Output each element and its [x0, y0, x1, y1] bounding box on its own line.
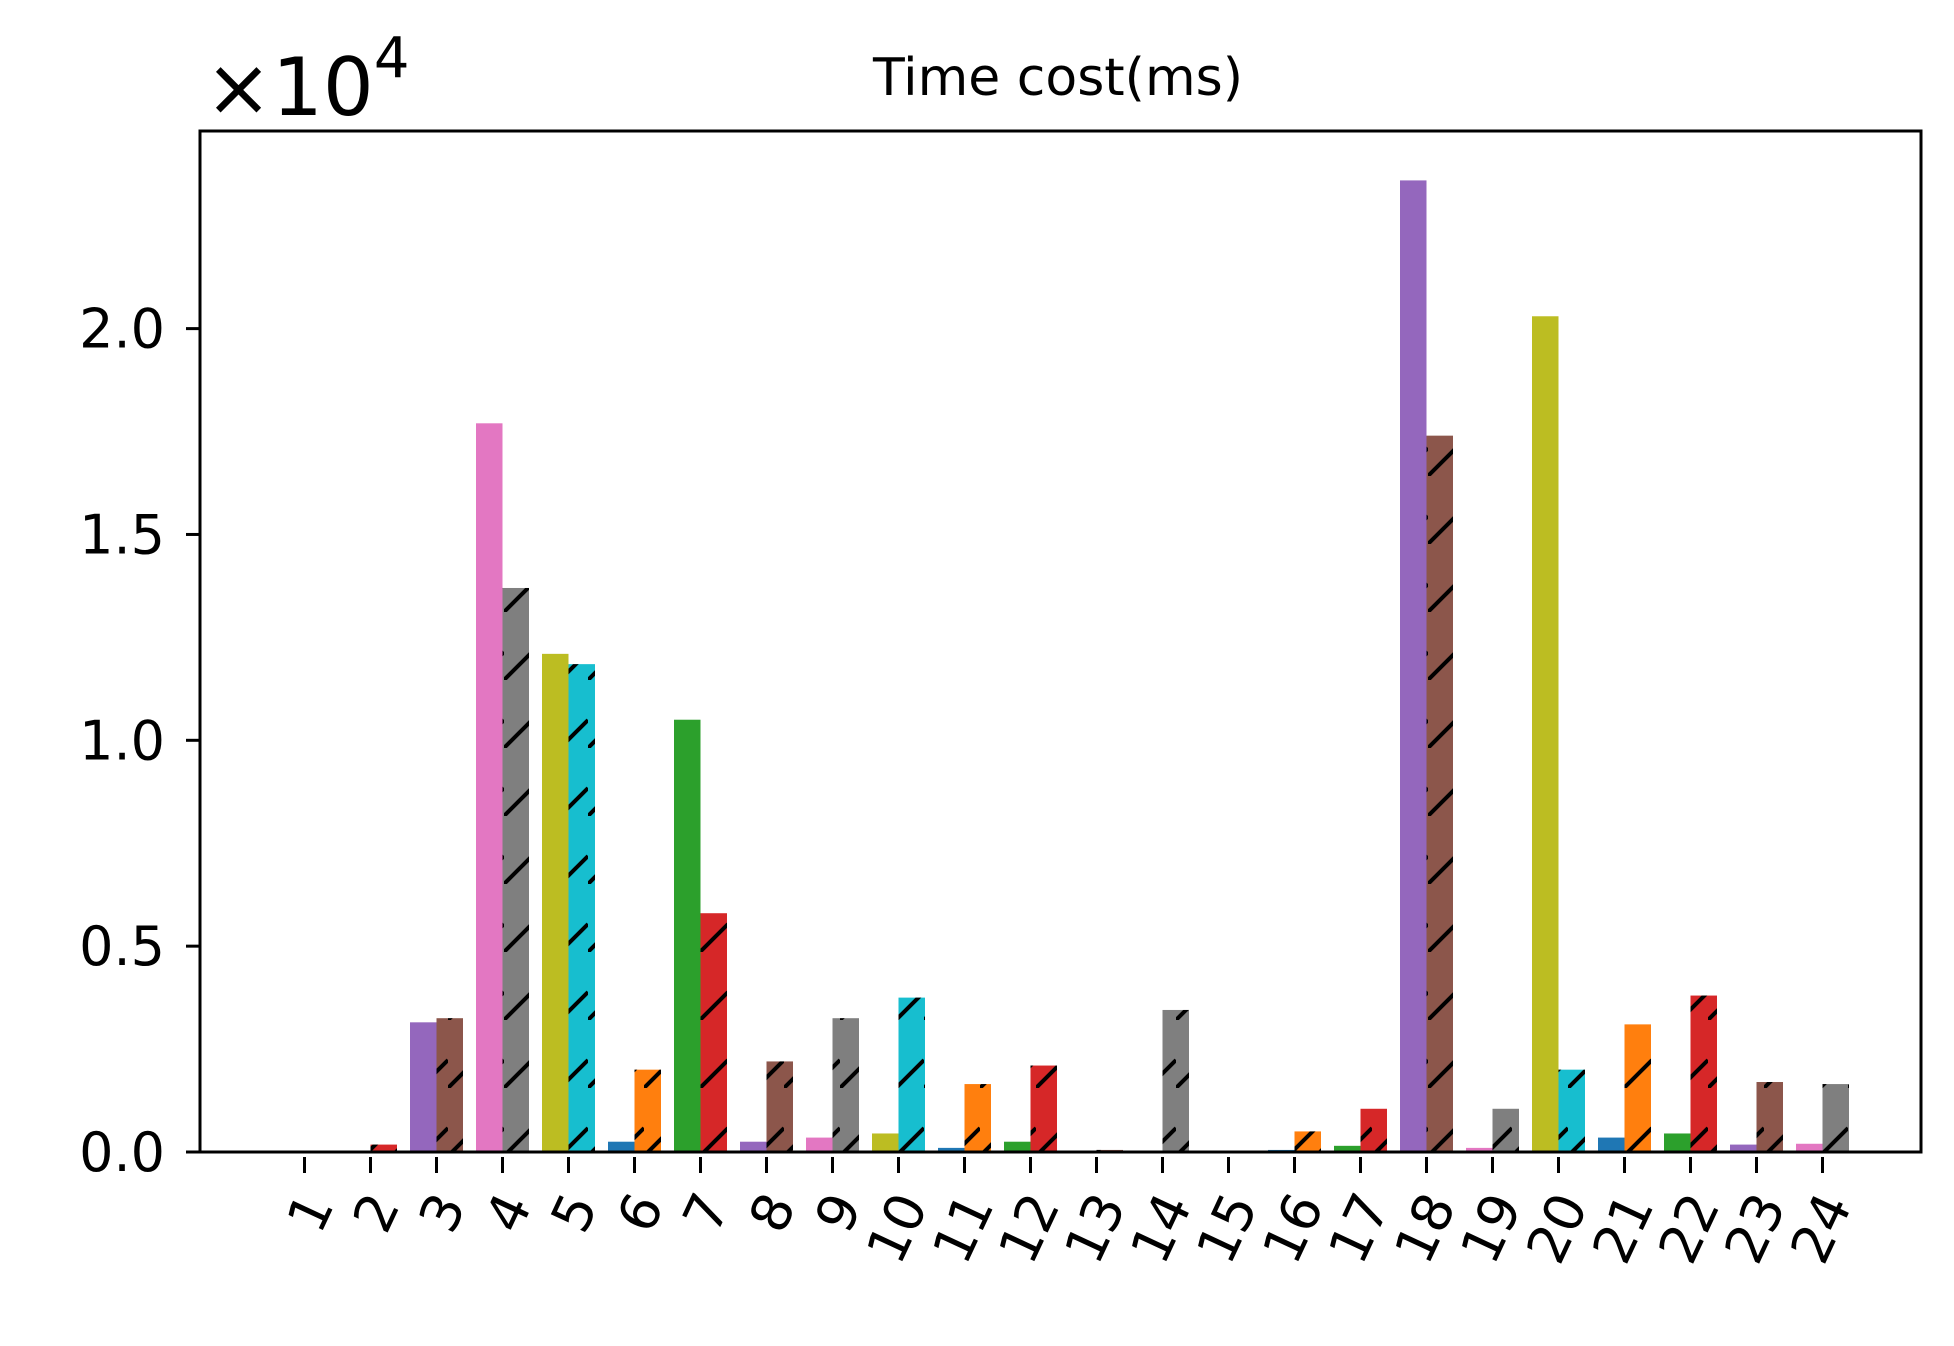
bar-hatch-24	[1822, 1084, 1849, 1152]
axis-multiplier: ×104	[205, 26, 409, 134]
bar-left-5	[542, 653, 569, 1152]
bar-left-4	[476, 423, 503, 1152]
y-tick-label-0.5: 0.5	[79, 915, 165, 978]
bars-group	[278, 180, 1849, 1153]
bar-left-11	[938, 1147, 965, 1152]
y-tick-label-1.0: 1.0	[79, 709, 165, 772]
x-tick-label-19: 19	[1448, 1184, 1534, 1273]
x-tick-label-13: 13	[1052, 1184, 1138, 1273]
bar-hatch-20	[1558, 1069, 1585, 1152]
axis-multiplier-exponent: 4	[374, 26, 410, 91]
x-tick-label-14: 14	[1118, 1184, 1204, 1273]
x-tick-label-17: 17	[1316, 1184, 1402, 1273]
bar-left-9	[806, 1137, 833, 1152]
bar-hatch-9	[832, 1018, 859, 1152]
bar-hatch-22	[1690, 995, 1717, 1152]
bar-left-12	[1004, 1141, 1031, 1152]
plot-frame	[198, 129, 1923, 1154]
bar-left-3	[410, 1022, 437, 1152]
bar-left-18	[1400, 180, 1427, 1153]
bar-left-17	[1334, 1145, 1361, 1152]
x-tick-label-3: 3	[407, 1184, 479, 1242]
y-axis: 0.0 0.5 1.0 1.5 2.0	[79, 298, 200, 1184]
x-tick-label-11: 11	[920, 1184, 1006, 1273]
bar-left-8	[740, 1141, 767, 1152]
bar-left-7	[674, 719, 701, 1152]
x-tick-label-23: 23	[1712, 1184, 1798, 1273]
x-tick-label-4: 4	[473, 1184, 545, 1242]
bar-hatch-6	[634, 1069, 661, 1152]
bar-hatch-19	[1492, 1108, 1519, 1152]
bar-hatch-7	[700, 913, 727, 1152]
x-tick-label-16: 16	[1250, 1184, 1336, 1273]
chart-title: Time cost(ms)	[872, 48, 1243, 108]
x-tick-label-18: 18	[1382, 1184, 1468, 1273]
x-tick-label-8: 8	[737, 1184, 809, 1242]
bar-hatch-17	[1360, 1108, 1387, 1152]
y-tick-label-2.0: 2.0	[79, 298, 165, 361]
bar-hatch-23	[1756, 1082, 1783, 1152]
bar-hatch-5	[568, 664, 595, 1152]
y-tick-label-0.0: 0.0	[79, 1121, 165, 1184]
bar-left-10	[872, 1133, 899, 1152]
bar-left-24	[1796, 1143, 1823, 1152]
x-tick-label-10: 10	[854, 1184, 940, 1273]
bar-left-6	[608, 1141, 635, 1152]
y-tick-label-1.5: 1.5	[79, 503, 165, 566]
x-tick-label-20: 20	[1514, 1184, 1600, 1273]
bar-hatch-4	[502, 587, 529, 1152]
x-tick-label-15: 15	[1184, 1184, 1270, 1273]
bar-left-19	[1466, 1147, 1493, 1152]
bar-hatch-18	[1426, 435, 1453, 1153]
x-tick-label-6: 6	[605, 1184, 677, 1242]
bar-hatch-2	[370, 1144, 397, 1152]
bar-hatch-21	[1624, 1024, 1651, 1152]
x-tick-label-21: 21	[1580, 1184, 1666, 1273]
x-tick-label-22: 22	[1646, 1184, 1732, 1273]
x-tick-label-7: 7	[671, 1184, 743, 1242]
x-tick-label-1: 1	[275, 1184, 347, 1242]
bar-hatch-16	[1294, 1131, 1321, 1152]
bar-hatch-10	[898, 997, 925, 1152]
bar-left-21	[1598, 1137, 1625, 1152]
x-tick-label-2: 2	[341, 1184, 413, 1242]
bar-hatch-3	[436, 1018, 463, 1152]
x-tick-label-5: 5	[539, 1184, 611, 1242]
bar-hatch-14	[1162, 1009, 1189, 1152]
x-tick-label-24: 24	[1778, 1184, 1864, 1273]
bar-left-23	[1730, 1144, 1757, 1152]
bar-hatch-8	[766, 1061, 793, 1152]
bar-hatch-12	[1030, 1065, 1057, 1152]
x-tick-label-12: 12	[986, 1184, 1072, 1273]
bar-hatch-11	[964, 1084, 991, 1152]
bar-left-20	[1532, 316, 1559, 1152]
bar-left-22	[1664, 1133, 1691, 1152]
